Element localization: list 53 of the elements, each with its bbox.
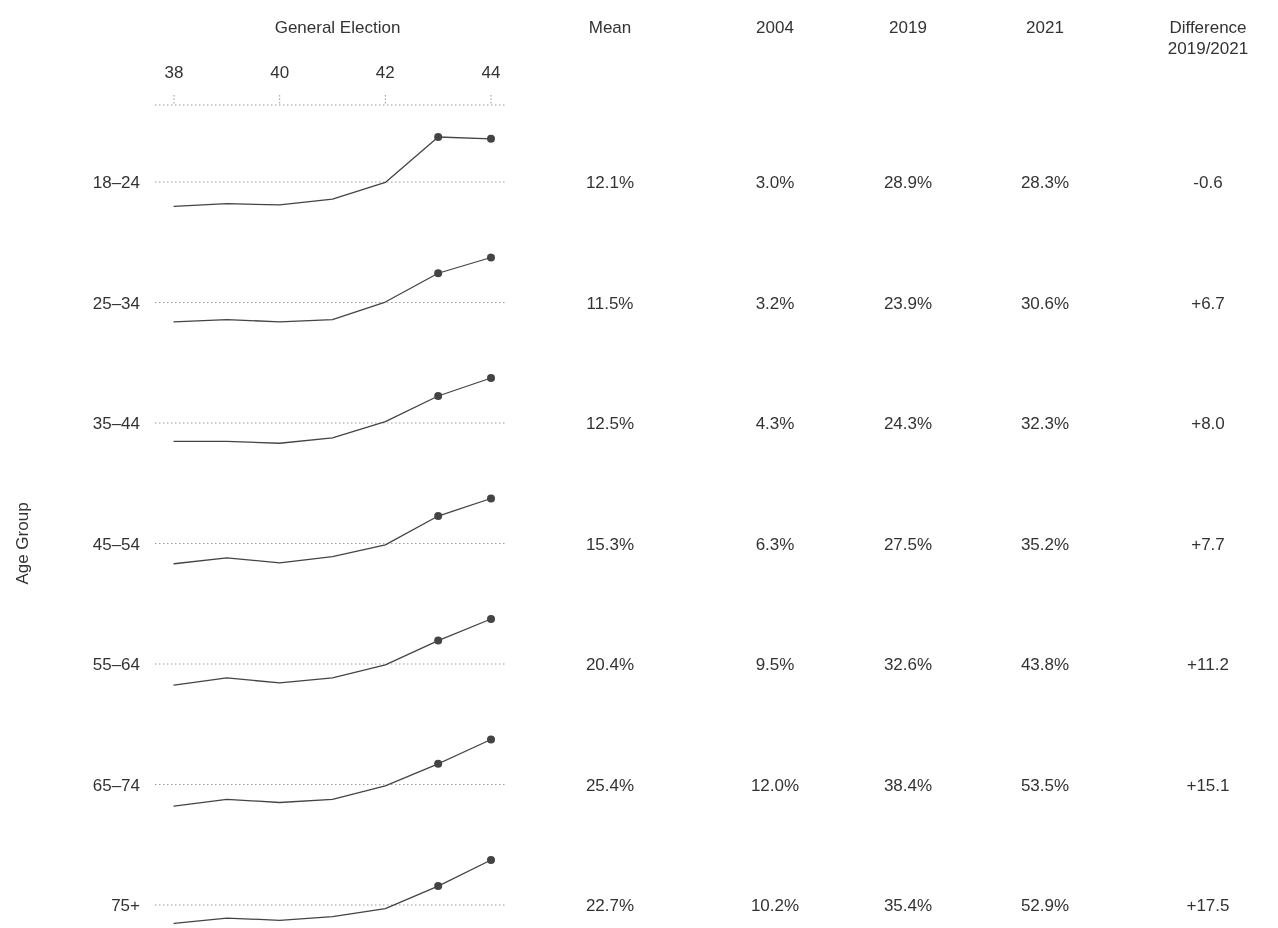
text: 18–24 — [92, 173, 140, 192]
text: 12.0% — [750, 775, 800, 795]
text: 2021 — [1026, 18, 1064, 37]
text: +6.7 — [1191, 293, 1225, 313]
text: 28.9% — [883, 173, 933, 192]
text: 6.3% — [755, 534, 795, 554]
x-tick-label: 42 — [375, 63, 395, 82]
text: 20.4% — [585, 655, 635, 674]
text: 2019 — [889, 18, 927, 37]
text: 35.2% — [1020, 534, 1070, 554]
text: 24.3% — [883, 414, 933, 433]
text: 75+ — [111, 896, 141, 915]
text: 12.1% — [585, 173, 635, 192]
text: 15.3% — [585, 534, 635, 554]
text: 27.5% — [883, 534, 933, 554]
text: +11.2 — [1187, 655, 1229, 674]
text: 12.5% — [585, 414, 635, 433]
x-axis-title: General Election — [274, 18, 401, 37]
text: 35–44 — [92, 414, 140, 433]
text: 52.9% — [1020, 896, 1070, 915]
x-tick-label: 44 — [481, 63, 501, 82]
text: +15.1 — [1186, 775, 1230, 795]
x-tick-label: 38 — [164, 63, 184, 82]
text: 53.5% — [1020, 775, 1070, 795]
text: 43.8% — [1020, 655, 1070, 674]
text: 65–74 — [92, 775, 140, 795]
text: 4.3% — [755, 414, 795, 433]
text: +7.7 — [1191, 534, 1225, 554]
text: Mean — [588, 18, 632, 37]
text: 3.2% — [755, 293, 795, 313]
text: +17.5 — [1186, 896, 1230, 915]
text: 22.7% — [585, 896, 635, 915]
text: 38.4% — [883, 775, 933, 795]
text: 32.6% — [883, 655, 933, 674]
text: +8.0 — [1191, 414, 1225, 433]
text: -0.6 — [1193, 173, 1223, 192]
text: 55–64 — [92, 655, 140, 674]
text: 23.9% — [883, 293, 933, 313]
text: 9.5% — [755, 655, 795, 674]
text: 32.3% — [1020, 414, 1070, 433]
text: 25–34 — [92, 293, 140, 313]
text: Difference 2019/2021 — [1167, 18, 1249, 58]
text: 2004 — [756, 18, 794, 37]
text: 3.0% — [755, 173, 795, 192]
y-axis-title: Age Group — [13, 502, 32, 585]
x-tick-label: 40 — [270, 63, 290, 82]
text: 45–54 — [92, 534, 140, 554]
text: 30.6% — [1020, 293, 1070, 313]
text: 35.4% — [883, 896, 933, 915]
text: 25.4% — [585, 775, 635, 795]
text: 11.5% — [586, 293, 634, 313]
text: 10.2% — [750, 896, 800, 915]
text: 28.3% — [1020, 173, 1070, 192]
